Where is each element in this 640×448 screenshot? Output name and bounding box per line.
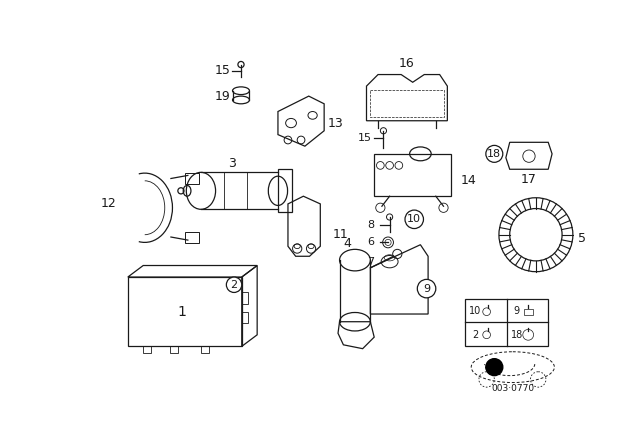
Text: 15: 15 bbox=[358, 134, 372, 143]
Text: 15: 15 bbox=[214, 64, 230, 77]
Bar bbox=[170, 346, 178, 353]
Bar bbox=[524, 309, 533, 315]
Text: 9: 9 bbox=[423, 284, 430, 293]
Circle shape bbox=[417, 280, 436, 298]
Bar bbox=[242, 312, 248, 323]
Bar bbox=[128, 277, 242, 346]
Text: 3: 3 bbox=[228, 157, 236, 170]
Text: 4: 4 bbox=[343, 237, 351, 250]
Text: 14: 14 bbox=[460, 174, 476, 187]
Text: 10: 10 bbox=[469, 306, 481, 316]
Text: 7: 7 bbox=[367, 257, 374, 267]
Bar bbox=[185, 233, 198, 243]
Text: 5: 5 bbox=[578, 232, 586, 245]
Text: 18: 18 bbox=[511, 330, 523, 340]
Text: 17: 17 bbox=[521, 173, 537, 186]
Text: 003·0770: 003·0770 bbox=[492, 384, 534, 393]
Bar bbox=[143, 346, 151, 353]
Text: 18: 18 bbox=[487, 149, 501, 159]
Text: 12: 12 bbox=[100, 198, 116, 211]
Text: 2: 2 bbox=[472, 330, 478, 340]
Bar bbox=[465, 299, 548, 346]
Bar bbox=[242, 293, 248, 304]
Bar bbox=[374, 154, 451, 196]
Circle shape bbox=[227, 277, 242, 293]
Text: 19: 19 bbox=[214, 90, 230, 103]
Text: 16: 16 bbox=[399, 56, 415, 69]
Circle shape bbox=[486, 146, 503, 162]
Text: 1: 1 bbox=[177, 305, 186, 319]
Text: 11: 11 bbox=[333, 228, 348, 241]
Text: 2: 2 bbox=[230, 280, 237, 290]
Bar bbox=[185, 173, 198, 184]
Text: 10: 10 bbox=[407, 214, 421, 224]
Bar bbox=[201, 346, 209, 353]
Text: 8: 8 bbox=[367, 220, 374, 230]
Circle shape bbox=[405, 210, 424, 228]
Text: 9: 9 bbox=[513, 306, 520, 316]
Text: 6: 6 bbox=[367, 237, 374, 247]
Circle shape bbox=[486, 359, 503, 375]
Text: 13: 13 bbox=[328, 116, 344, 129]
